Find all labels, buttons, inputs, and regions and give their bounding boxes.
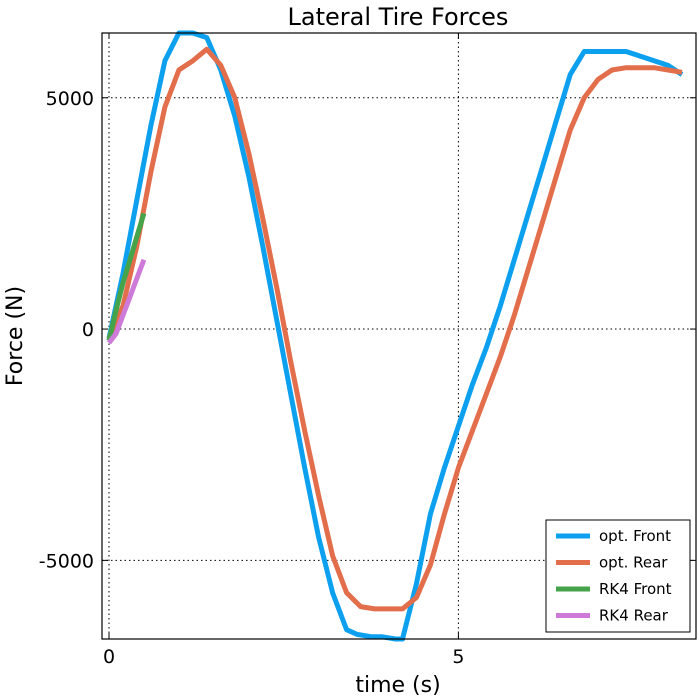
series-line-opt-front [106,30,684,642]
tick-group: 0 5 -5000 0 5000 [39,33,696,668]
legend-label-opt-rear: opt. Rear [599,554,668,572]
legend: opt. Front opt. Rear RK4 Front RK4 Rear [545,519,691,633]
y-tick-label: 5000 [46,88,94,110]
legend-label-rk4-front: RK4 Front [599,580,672,598]
legend-label-opt-front: opt. Front [599,527,671,545]
x-tick-label: 0 [103,646,115,668]
chart-title: Lateral Tire Forces [288,3,509,31]
legend-label-rk4-rear: RK4 Rear [599,607,669,625]
plot-frame [101,32,697,640]
x-axis-label: time (s) [355,673,440,698]
series-line-rk4-rear [107,258,147,345]
y-tick-label: 0 [82,319,94,341]
x-tick-label: 5 [452,646,464,668]
y-axis-label: Force (N) [3,286,28,386]
y-tick-label: -5000 [39,550,94,572]
series-line-rk4-front [106,212,147,342]
series-line-opt-rear [106,46,683,612]
series-group [106,30,684,642]
